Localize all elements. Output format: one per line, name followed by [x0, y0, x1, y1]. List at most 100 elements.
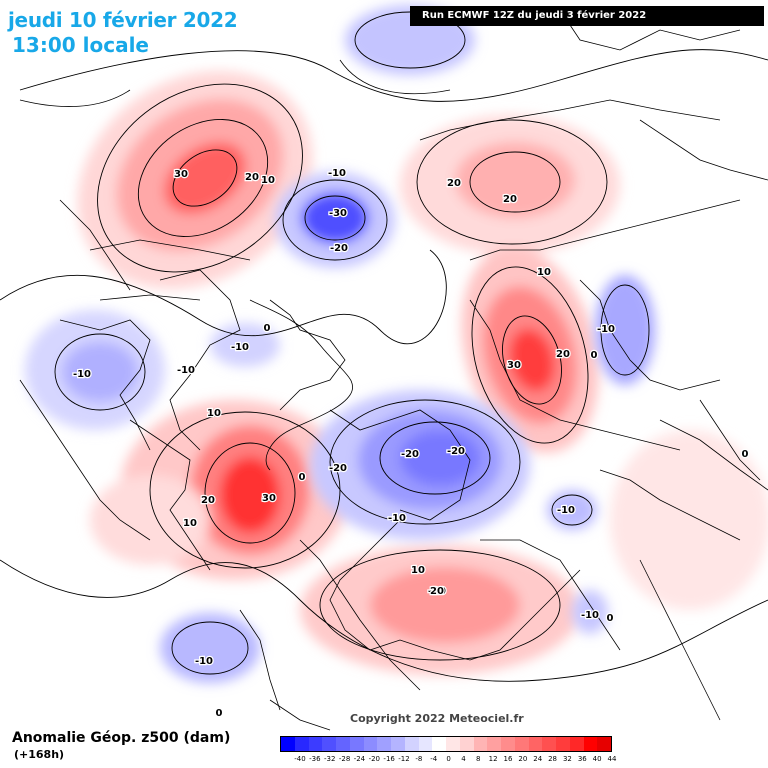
colorbar-tick-label: -24: [353, 755, 366, 763]
colorbar-swatch: [459, 737, 474, 751]
trough-scandinavia-core: [400, 430, 480, 486]
contour-label: -10: [597, 324, 615, 335]
contour-label: -20: [447, 446, 465, 457]
contour-label: 0: [591, 350, 598, 361]
contour-label: 20: [503, 194, 517, 205]
colorbar-tick-label: 36: [577, 755, 587, 763]
ridge-ural-core: [509, 328, 555, 392]
contour-label: 20: [430, 586, 444, 597]
colorbar-tick-label: 32: [562, 755, 572, 763]
contour-label: 10: [183, 518, 197, 529]
colorbar-swatch: [473, 737, 488, 751]
colorbar-tick-label: -40: [294, 755, 306, 763]
contour-label: 30: [174, 169, 188, 180]
colorbar-tick-label: 20: [518, 755, 528, 763]
colorbar-swatch: [377, 737, 391, 751]
colorbar-tick-label: 28: [548, 755, 558, 763]
colorbar-swatch: [514, 737, 529, 751]
contour-label: -10: [177, 365, 195, 376]
colorbar-tick-label: -12: [398, 755, 410, 763]
contour-label: 0: [742, 449, 749, 460]
trough-canada-core: [62, 342, 138, 402]
ridge-gulf-weak: [90, 475, 210, 565]
contour-lines: [0, 11, 768, 682]
trough-japan: [595, 275, 655, 385]
colorbar-labels: -40 -36 -32 -28 -24 -20 -16 -12 -8 -4 0 4 8 12 16 20 24 2…: [280, 755, 616, 765]
ridge-europe-core: [370, 567, 520, 643]
contour-label: 30: [507, 360, 521, 371]
colorbar-tick-label: -8: [415, 755, 423, 763]
colorbar-swatch: [418, 737, 433, 751]
colorbar-tick-label: -36: [309, 755, 321, 763]
contour-labels: 30 20 10 -10 -30 -20 20 20 10 -10 20 30 …: [72, 167, 750, 721]
forecast-date: jeudi 10 février 2022: [8, 8, 238, 32]
contour-label: 10: [207, 408, 221, 419]
colorbar-tick-label: -20: [368, 755, 380, 763]
colorbar-swatch: [556, 737, 570, 751]
forecast-time: 13:00 locale: [12, 33, 149, 57]
contour-label: -10: [388, 513, 406, 524]
contour-label: 0: [264, 323, 271, 334]
copyright: Copyright 2022 Meteociel.fr: [350, 712, 524, 725]
trough-central-pacific: [160, 613, 260, 683]
colorbar-tick-label: 8: [476, 755, 481, 763]
ridge-asia-weak: [610, 430, 768, 610]
colorbar-tick-label: 16: [503, 755, 513, 763]
contour-label: 20: [556, 349, 570, 360]
contour-label: 20: [245, 172, 259, 183]
ridge-pacific-core: [164, 142, 246, 214]
colorbar-swatch: [363, 737, 378, 751]
lead-time: (+168h): [14, 748, 65, 761]
contour-label: 10: [537, 267, 551, 278]
contour-label: -10: [195, 656, 213, 667]
colorbar-tick-label: -28: [338, 755, 351, 763]
colorbar-swatch: [391, 737, 405, 751]
colorbar-swatch: [583, 737, 598, 751]
trough-chukchi-core: [301, 192, 369, 244]
colorbar-swatch: [281, 737, 295, 751]
contour-label: 0: [216, 708, 223, 719]
trough-small-2: [572, 590, 608, 634]
run-banner: Run ECMWF 12Z du jeudi 3 février 2022: [410, 6, 764, 26]
contour-label: -20: [401, 449, 419, 460]
contour-label: -20: [428, 586, 446, 597]
colorbar-swatch: [446, 737, 460, 751]
contour-label: 10: [411, 565, 425, 576]
contour-label: -10: [581, 610, 599, 621]
colorbar-swatch: [294, 737, 309, 751]
coastlines: [19, 9, 768, 731]
colorbar-swatch: [308, 737, 323, 751]
contour-label: -20: [330, 243, 348, 254]
colorbar-swatch: [404, 737, 419, 751]
colorbar-swatch: [542, 737, 556, 751]
colorbar-swatch: [336, 737, 350, 751]
contour-label: -10: [328, 168, 346, 179]
contour-label: 0: [299, 472, 306, 483]
contour-label: -10: [73, 369, 91, 380]
colorbar-swatch: [528, 737, 543, 751]
colorbar-tick-label: 44: [607, 755, 617, 763]
contour-label: -20: [329, 463, 347, 474]
trough-small-1: [547, 490, 597, 530]
ridge-atlantic-core: [220, 457, 280, 533]
colorbar-tick-label: 4: [461, 755, 466, 763]
trough-small-3: [210, 323, 280, 367]
colorbar-tick-label: -32: [323, 755, 336, 763]
colorbar-tick-label: -16: [383, 755, 395, 763]
colorbar-swatch: [322, 737, 336, 751]
parameter-title: Anomalie Géop. z500 (dam): [12, 730, 231, 746]
contour-label: 10: [261, 175, 275, 186]
colorbar-swatch: [487, 737, 501, 751]
contour-label: -10: [231, 342, 249, 353]
colorbar: [280, 736, 612, 752]
ridge-siberia-core: [455, 142, 575, 218]
contour-label: 20: [447, 178, 461, 189]
colorbar-tick-label: -4: [430, 755, 438, 763]
contour-label: -30: [329, 208, 347, 219]
colorbar-swatch: [501, 737, 515, 751]
colorbar-tick-label: 40: [592, 755, 602, 763]
colorbar-tick-label: 12: [488, 755, 498, 763]
colorbar-tick-label: 0: [446, 755, 451, 763]
contour-label: 30: [262, 493, 276, 504]
